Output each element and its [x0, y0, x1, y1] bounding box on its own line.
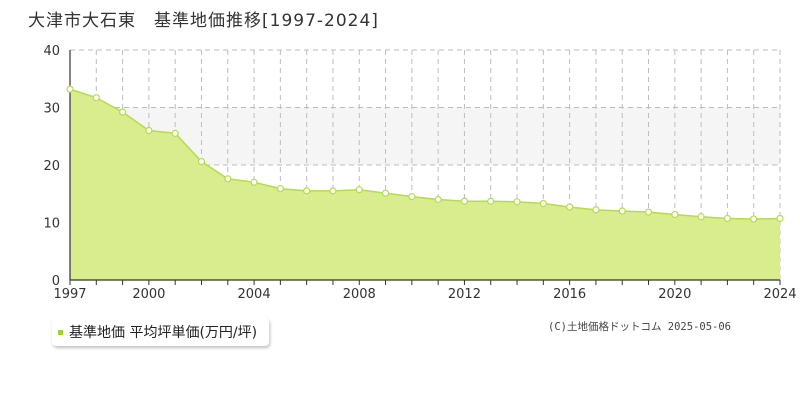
y-tick-label: 40 [43, 44, 60, 59]
data-point [723, 214, 732, 223]
data-point [197, 157, 206, 166]
x-tick-label: 1997 [53, 287, 86, 300]
x-tick-label: 2000 [132, 287, 165, 300]
data-point [487, 197, 495, 205]
data-point [671, 210, 679, 219]
data-point [92, 94, 100, 102]
y-tick-label: 20 [43, 159, 60, 174]
data-point [539, 199, 547, 208]
data-point [66, 85, 74, 93]
x-tick-label: 2024 [763, 287, 796, 300]
data-point [750, 215, 758, 223]
data-point [381, 189, 390, 197]
copyright: (C)土地価格ドットコム 2025-05-06 [548, 321, 732, 333]
data-point [250, 178, 258, 186]
data-point [592, 206, 600, 214]
series-line [69, 88, 781, 220]
data-point [145, 126, 153, 135]
data-point [644, 208, 653, 216]
data-point [408, 193, 416, 201]
data-point [513, 198, 521, 206]
data-point [224, 175, 232, 183]
data-point [303, 187, 311, 195]
data-point [118, 108, 127, 116]
y-tick-label: 0 [52, 274, 60, 289]
x-tick-label: 2008 [343, 287, 376, 300]
data-point [329, 187, 337, 195]
data-point [171, 129, 179, 137]
data-point [434, 195, 442, 204]
y-tick-label: 10 [43, 217, 60, 232]
legend-label: 基準地価 平均坪単価(万円/坪) [69, 325, 258, 341]
data-point [776, 214, 784, 223]
area-fill [70, 89, 780, 280]
data-point [355, 186, 363, 194]
chart-title: 大津市大石東 基準地価推移[1997-2024] [28, 11, 379, 31]
data-point [697, 213, 705, 221]
x-tick-label: 2016 [553, 287, 586, 300]
x-tick-label: 2012 [448, 287, 481, 300]
data-point [566, 203, 574, 211]
legend-swatch [58, 329, 63, 335]
legend: 基準地価 平均坪単価(万円/坪) [52, 318, 270, 346]
data-point [276, 184, 284, 193]
y-tick-label: 30 [43, 102, 60, 117]
data-point [460, 197, 469, 205]
price-chart: 0 10 20 30 40 1997 2000 2004 2008 2012 2016 2020 202… [43, 44, 796, 300]
data-point [618, 207, 626, 215]
x-tick-label: 2004 [238, 287, 271, 300]
x-tick-label: 2020 [658, 287, 691, 300]
